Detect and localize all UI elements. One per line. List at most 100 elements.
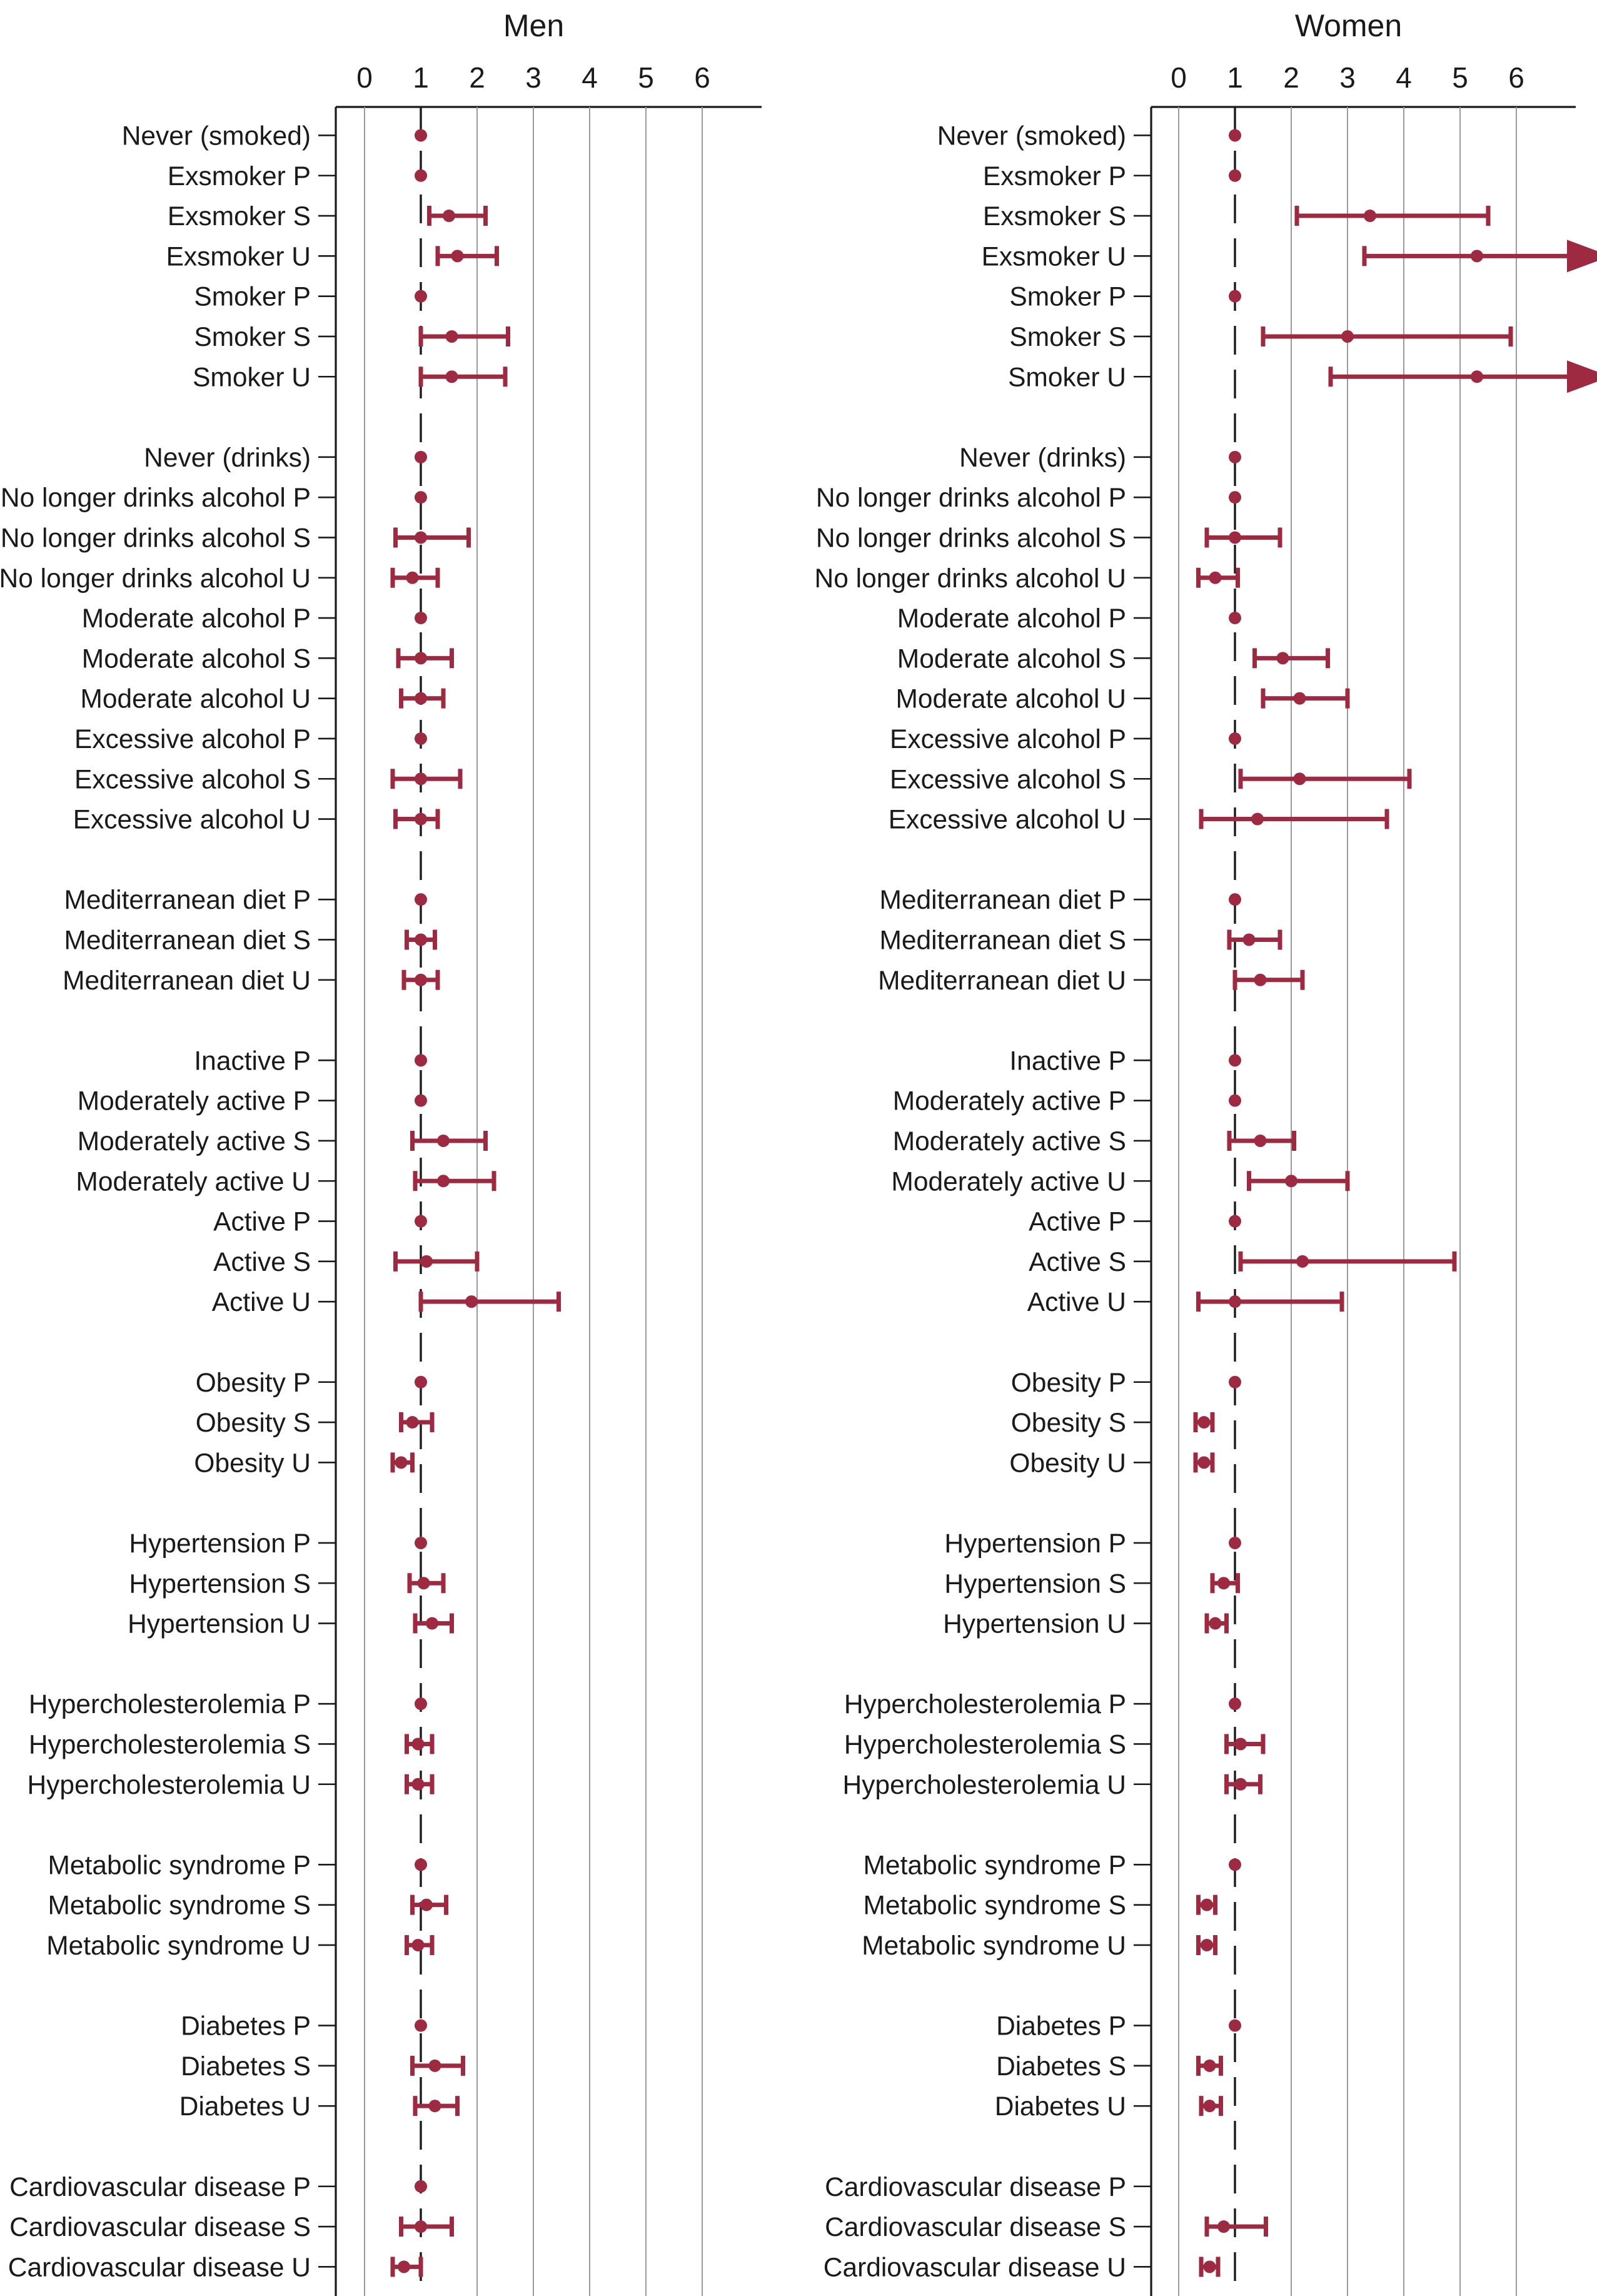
svg-text:Smoker U: Smoker U bbox=[193, 363, 311, 392]
svg-text:Obesity U: Obesity U bbox=[194, 1449, 311, 1478]
svg-text:Exsmoker S: Exsmoker S bbox=[168, 202, 311, 231]
svg-text:Smoker P: Smoker P bbox=[1009, 283, 1126, 312]
svg-text:Diabetes U: Diabetes U bbox=[995, 2092, 1126, 2122]
svg-text:Cardiovascular disease P: Cardiovascular disease P bbox=[825, 2173, 1126, 2202]
svg-text:Hypercholesterolemia U: Hypercholesterolemia U bbox=[27, 1771, 311, 1800]
svg-text:Diabetes P: Diabetes P bbox=[181, 2012, 311, 2041]
svg-text:Diabetes P: Diabetes P bbox=[996, 2012, 1126, 2041]
svg-text:0: 0 bbox=[356, 61, 373, 94]
svg-text:Diabetes S: Diabetes S bbox=[996, 2052, 1126, 2081]
svg-text:Hypercholesterolemia S: Hypercholesterolemia S bbox=[844, 1730, 1126, 1759]
svg-text:Active U: Active U bbox=[212, 1288, 311, 1317]
svg-text:Active S: Active S bbox=[1029, 1248, 1126, 1277]
svg-text:Hypertension U: Hypertension U bbox=[128, 1610, 311, 1639]
svg-text:Smoker S: Smoker S bbox=[194, 323, 311, 352]
svg-text:Inactive P: Inactive P bbox=[194, 1046, 311, 1076]
svg-text:Hypertension P: Hypertension P bbox=[944, 1529, 1126, 1559]
svg-text:Moderate alcohol S: Moderate alcohol S bbox=[82, 644, 311, 674]
svg-text:Mediterranean diet P: Mediterranean diet P bbox=[64, 886, 311, 915]
svg-text:Inactive P: Inactive P bbox=[1009, 1046, 1126, 1076]
svg-text:3: 3 bbox=[525, 61, 542, 94]
svg-text:Metabolic syndrome S: Metabolic syndrome S bbox=[864, 1891, 1126, 1921]
svg-text:Cardiovascular disease U: Cardiovascular disease U bbox=[824, 2253, 1126, 2282]
svg-text:Exsmoker P: Exsmoker P bbox=[168, 162, 311, 191]
svg-text:Excessive alcohol U: Excessive alcohol U bbox=[889, 806, 1126, 835]
svg-text:Excessive alcohol P: Excessive alcohol P bbox=[890, 725, 1126, 754]
svg-text:Hypercholesterolemia U: Hypercholesterolemia U bbox=[842, 1771, 1126, 1800]
svg-text:Moderate alcohol P: Moderate alcohol P bbox=[82, 604, 311, 634]
svg-text:Obesity U: Obesity U bbox=[1009, 1449, 1126, 1478]
svg-text:Metabolic syndrome U: Metabolic syndrome U bbox=[862, 1931, 1126, 1961]
svg-text:Exsmoker P: Exsmoker P bbox=[983, 162, 1126, 191]
svg-text:Hypertension S: Hypertension S bbox=[129, 1569, 311, 1599]
svg-text:1: 1 bbox=[1227, 61, 1243, 94]
svg-text:4: 4 bbox=[582, 61, 598, 94]
svg-text:5: 5 bbox=[1452, 61, 1468, 94]
svg-text:Obesity P: Obesity P bbox=[1011, 1368, 1126, 1398]
svg-text:Obesity S: Obesity S bbox=[1011, 1408, 1126, 1438]
svg-text:Metabolic syndrome U: Metabolic syndrome U bbox=[46, 1931, 311, 1961]
svg-text:Moderately active S: Moderately active S bbox=[78, 1127, 311, 1156]
svg-text:No longer drinks alcohol S: No longer drinks alcohol S bbox=[1, 523, 311, 553]
svg-text:Exsmoker U: Exsmoker U bbox=[166, 242, 311, 271]
svg-text:Diabetes U: Diabetes U bbox=[179, 2092, 311, 2122]
svg-text:Moderate alcohol U: Moderate alcohol U bbox=[80, 685, 311, 714]
svg-text:Metabolic syndrome P: Metabolic syndrome P bbox=[864, 1851, 1126, 1880]
svg-text:6: 6 bbox=[1508, 61, 1524, 94]
svg-text:4: 4 bbox=[1396, 61, 1412, 94]
svg-text:No longer drinks alcohol U: No longer drinks alcohol U bbox=[0, 564, 311, 594]
svg-text:Hypertension U: Hypertension U bbox=[943, 1610, 1126, 1639]
svg-text:Cardiovascular disease P: Cardiovascular disease P bbox=[9, 2173, 311, 2202]
svg-text:Mediterranean diet U: Mediterranean diet U bbox=[63, 966, 311, 996]
svg-text:Moderately active S: Moderately active S bbox=[893, 1127, 1126, 1156]
svg-text:Never (smoked): Never (smoked) bbox=[122, 121, 311, 151]
svg-text:Never (drinks): Never (drinks) bbox=[144, 443, 311, 473]
svg-text:Mediterranean diet U: Mediterranean diet U bbox=[878, 966, 1126, 996]
svg-text:Moderately active U: Moderately active U bbox=[891, 1167, 1126, 1196]
svg-text:Active S: Active S bbox=[213, 1248, 311, 1277]
svg-text:Smoker U: Smoker U bbox=[1008, 363, 1126, 392]
svg-text:Hypertension S: Hypertension S bbox=[944, 1569, 1126, 1599]
svg-text:Mediterranean diet P: Mediterranean diet P bbox=[879, 886, 1126, 915]
svg-text:Hypercholesterolemia P: Hypercholesterolemia P bbox=[844, 1690, 1126, 1719]
svg-text:Moderate alcohol P: Moderate alcohol P bbox=[897, 604, 1126, 634]
svg-text:Metabolic syndrome P: Metabolic syndrome P bbox=[48, 1851, 311, 1880]
svg-text:Active P: Active P bbox=[213, 1208, 311, 1237]
svg-text:Excessive alcohol U: Excessive alcohol U bbox=[73, 806, 311, 835]
svg-text:Obesity S: Obesity S bbox=[196, 1408, 311, 1438]
svg-text:Hypercholesterolemia S: Hypercholesterolemia S bbox=[29, 1730, 311, 1759]
svg-text:0: 0 bbox=[1171, 61, 1187, 94]
svg-text:Mediterranean diet S: Mediterranean diet S bbox=[64, 926, 311, 955]
svg-text:Excessive alcohol S: Excessive alcohol S bbox=[74, 765, 311, 794]
svg-text:Exsmoker S: Exsmoker S bbox=[983, 202, 1126, 231]
svg-text:Moderately active P: Moderately active P bbox=[893, 1087, 1126, 1116]
svg-text:6: 6 bbox=[694, 61, 710, 94]
svg-text:Active P: Active P bbox=[1029, 1208, 1126, 1237]
svg-text:Excessive alcohol S: Excessive alcohol S bbox=[890, 765, 1126, 794]
svg-text:1: 1 bbox=[413, 61, 429, 94]
svg-text:No longer drinks alcohol P: No longer drinks alcohol P bbox=[816, 483, 1126, 513]
svg-text:Cardiovascular disease S: Cardiovascular disease S bbox=[9, 2213, 311, 2242]
svg-text:Diabetes S: Diabetes S bbox=[181, 2052, 311, 2081]
svg-text:Moderately active U: Moderately active U bbox=[76, 1167, 311, 1196]
svg-text:Hypercholesterolemia P: Hypercholesterolemia P bbox=[29, 1690, 311, 1719]
svg-text:Smoker P: Smoker P bbox=[194, 283, 311, 312]
svg-text:Women: Women bbox=[1295, 8, 1402, 43]
svg-text:Smoker S: Smoker S bbox=[1009, 323, 1126, 352]
svg-text:Hypertension P: Hypertension P bbox=[129, 1529, 311, 1559]
svg-text:Never (drinks): Never (drinks) bbox=[959, 443, 1126, 473]
svg-text:Moderate alcohol S: Moderate alcohol S bbox=[897, 644, 1126, 674]
svg-text:No longer drinks alcohol S: No longer drinks alcohol S bbox=[816, 523, 1126, 553]
svg-text:5: 5 bbox=[638, 61, 654, 94]
svg-text:Cardiovascular disease U: Cardiovascular disease U bbox=[8, 2253, 311, 2282]
svg-text:Moderately active P: Moderately active P bbox=[78, 1087, 311, 1116]
svg-text:Excessive alcohol P: Excessive alcohol P bbox=[74, 725, 311, 754]
svg-text:Mediterranean diet S: Mediterranean diet S bbox=[879, 926, 1126, 955]
svg-text:Men: Men bbox=[503, 8, 564, 43]
svg-text:Cardiovascular disease S: Cardiovascular disease S bbox=[825, 2213, 1126, 2242]
svg-text:Never (smoked): Never (smoked) bbox=[937, 121, 1126, 151]
svg-text:No longer drinks alcohol U: No longer drinks alcohol U bbox=[815, 564, 1126, 594]
svg-text:Moderate alcohol U: Moderate alcohol U bbox=[895, 685, 1126, 714]
svg-text:Metabolic syndrome S: Metabolic syndrome S bbox=[48, 1891, 311, 1921]
svg-text:3: 3 bbox=[1339, 61, 1356, 94]
